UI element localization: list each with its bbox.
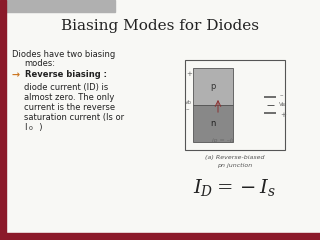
Text: modes:: modes:: [24, 59, 55, 68]
Text: diode current (ID) is: diode current (ID) is: [24, 83, 108, 92]
Bar: [193, 68, 233, 105]
Text: Vᴃ: Vᴃ: [279, 102, 286, 108]
Text: p: p: [210, 82, 216, 91]
Bar: [193, 105, 233, 142]
Text: current is the reverse: current is the reverse: [24, 103, 115, 112]
Text: –: –: [186, 106, 189, 112]
Text: I: I: [24, 123, 27, 132]
Text: saturation current (Is or: saturation current (Is or: [24, 113, 124, 122]
Bar: [0, 233, 320, 240]
Text: 0: 0: [29, 126, 33, 131]
Text: Vᴅ: Vᴅ: [185, 101, 192, 106]
Text: $I_D = -I_s$: $I_D = -I_s$: [193, 177, 276, 198]
Text: →: →: [12, 70, 20, 80]
Bar: [0, 0, 115, 12]
Text: Diodes have two biasing: Diodes have two biasing: [12, 50, 115, 59]
Bar: [0, 0, 6, 240]
Text: +: +: [280, 112, 286, 118]
Text: almost zero. The only: almost zero. The only: [24, 93, 114, 102]
Text: pn junction: pn junction: [217, 163, 252, 168]
Text: iᴅ = –i₀: iᴅ = –i₀: [212, 138, 234, 143]
Text: –: –: [280, 92, 284, 98]
Text: ): ): [34, 123, 43, 132]
Text: Biasing Modes for Diodes: Biasing Modes for Diodes: [61, 19, 259, 33]
Bar: [185, 60, 285, 150]
Text: (a) Reverse-biased: (a) Reverse-biased: [205, 155, 265, 160]
Text: +: +: [186, 71, 192, 77]
Text: Reverse biasing :: Reverse biasing :: [25, 70, 107, 79]
Text: n: n: [210, 119, 216, 128]
